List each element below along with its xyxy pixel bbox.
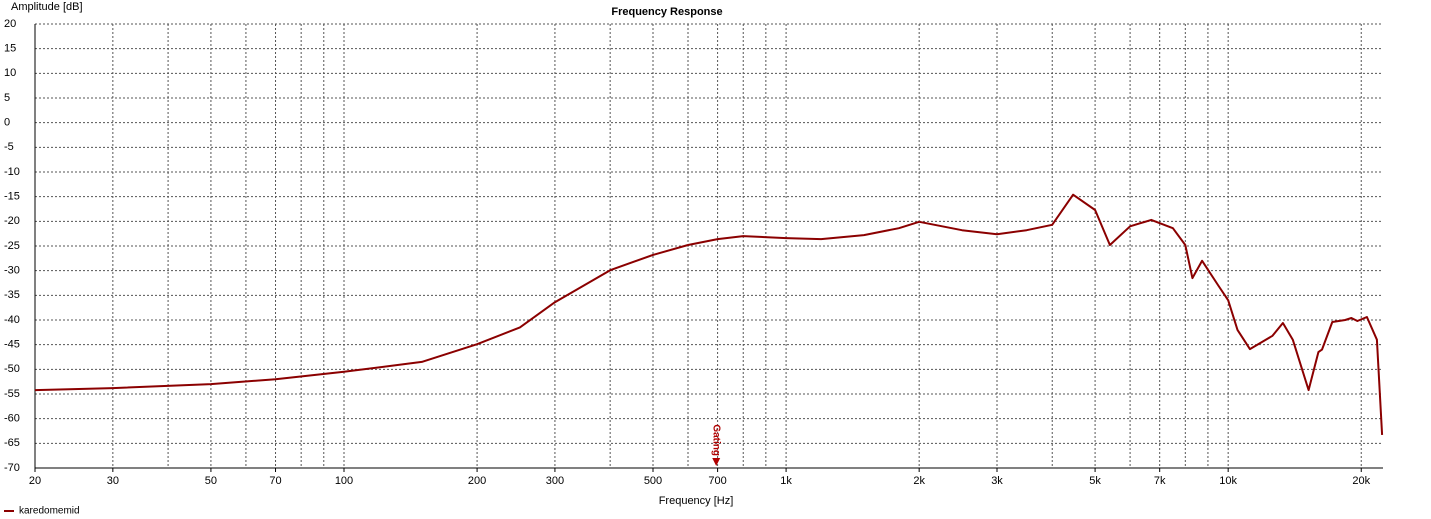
y-tick-label: -45: [4, 339, 20, 351]
y-axis-label: Amplitude [dB]: [11, 1, 83, 13]
y-tick-label: -10: [4, 166, 20, 178]
marker-arrow: [712, 458, 721, 466]
x-tick-label: 70: [269, 475, 281, 487]
x-tick-label: 2k: [913, 475, 925, 487]
y-tick-label: -25: [4, 240, 20, 252]
y-tick-label: -55: [4, 388, 20, 400]
y-tick-label: 0: [4, 117, 10, 129]
y-tick-label: -40: [4, 314, 20, 326]
chart-title: Frequency Response: [611, 6, 722, 18]
y-tick-label: -65: [4, 437, 20, 449]
x-tick-label: 5k: [1089, 475, 1101, 487]
y-tick-label: -30: [4, 265, 20, 277]
y-tick-label: 5: [4, 92, 10, 104]
y-tick-label: 15: [4, 43, 16, 55]
x-tick-label: 20: [29, 475, 41, 487]
y-tick-label: -60: [4, 413, 20, 425]
x-tick-label: 300: [546, 475, 564, 487]
y-tick-label: -70: [4, 462, 20, 474]
y-tick-label: 20: [4, 18, 16, 30]
x-tick-label: 7k: [1154, 475, 1166, 487]
y-tick-label: -50: [4, 363, 20, 375]
y-tick-label: -5: [4, 141, 14, 153]
x-tick-label: 1k: [780, 475, 792, 487]
x-tick-label: 200: [468, 475, 486, 487]
marker-label: Gating: [711, 424, 722, 456]
y-tick-label: -15: [4, 191, 20, 203]
y-tick-label: -35: [4, 289, 20, 301]
y-tick-label: -20: [4, 215, 20, 227]
x-tick-label: 500: [644, 475, 662, 487]
x-tick-label: 50: [205, 475, 217, 487]
x-tick-label: 700: [708, 475, 726, 487]
x-tick-label: 3k: [991, 475, 1003, 487]
y-tick-label: 10: [4, 67, 16, 79]
x-tick-label: 30: [107, 475, 119, 487]
x-tick-label: 10k: [1219, 475, 1237, 487]
x-axis-label: Frequency [Hz]: [659, 495, 734, 507]
data-line: [34, 193, 1384, 435]
legend-label: karedomemid: [19, 506, 80, 517]
x-tick-label: 100: [335, 475, 353, 487]
x-tick-label: 20k: [1352, 475, 1370, 487]
